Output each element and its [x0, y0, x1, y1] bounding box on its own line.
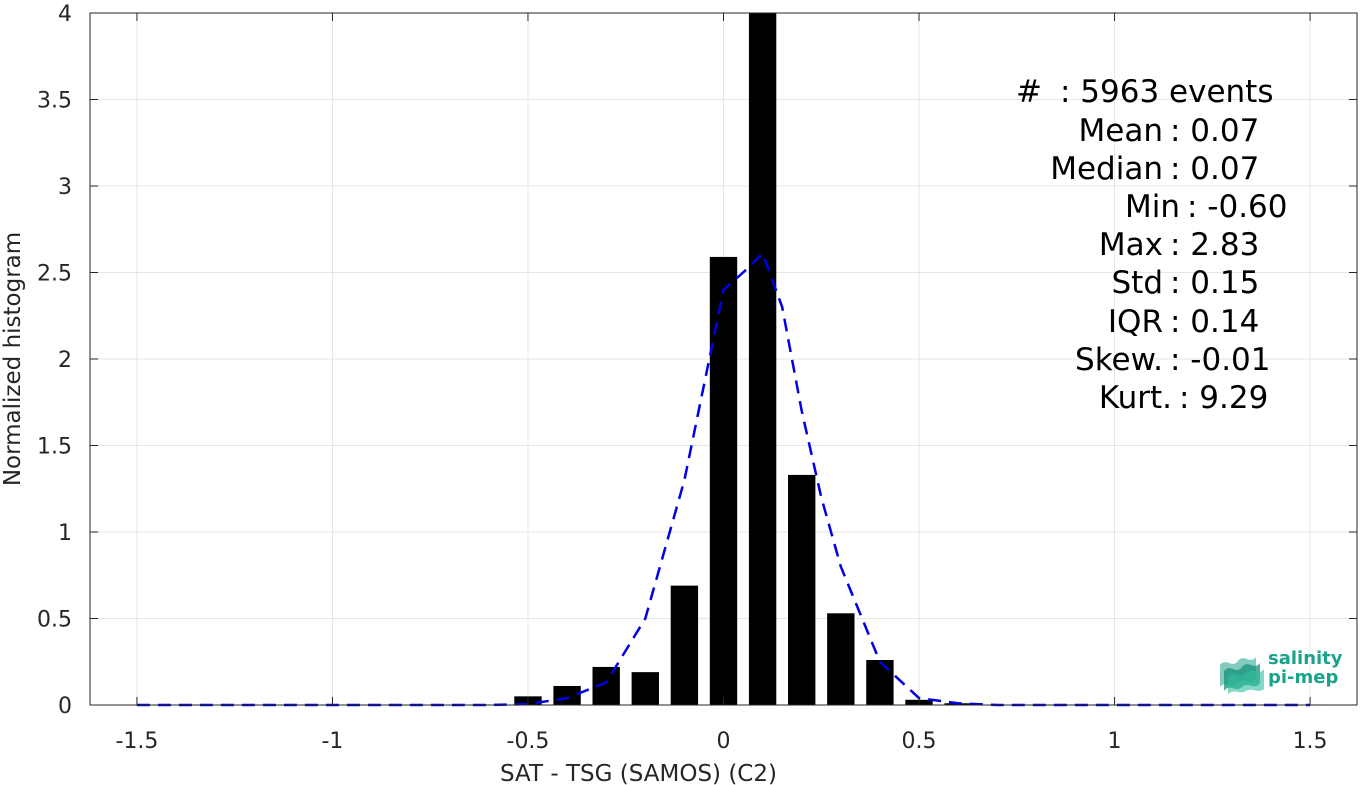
bars	[475, 13, 1324, 705]
stat-value-iqr: : 0.14	[1170, 304, 1259, 340]
y-axis-label: Normalized histogram	[0, 232, 26, 486]
y-tick-label: 0	[58, 694, 72, 719]
x-tick-label: 1	[1108, 729, 1122, 754]
histogram-bar	[553, 685, 581, 705]
stat-value-std: : 0.15	[1170, 265, 1259, 301]
salinity-pi-mep-logo: salinity pi-mep	[1216, 647, 1346, 695]
x-axis-label: SAT - TSG (SAMOS) (C2)	[500, 761, 777, 785]
stat-value-count: : 5963 events	[1060, 74, 1274, 110]
x-tick-label: 1.5	[1293, 729, 1328, 754]
stat-name-iqr: IQR	[1108, 304, 1163, 340]
stat-name-count: #	[1016, 74, 1042, 110]
stat-value-max: : 2.83	[1170, 227, 1259, 263]
logo-line-2: pi-mep	[1268, 667, 1339, 688]
stat-name-min: Min	[1125, 189, 1180, 225]
x-tick-label: 0	[717, 729, 731, 754]
y-tick-label: 1	[58, 521, 72, 546]
stat-name-max: Max	[1099, 227, 1163, 263]
y-tick-label: 2	[58, 348, 72, 373]
fit-line	[136, 251, 1311, 707]
histogram-bar	[827, 613, 855, 705]
histogram-bar	[709, 256, 738, 705]
stat-name-mean: Mean	[1079, 113, 1163, 149]
y-tick-label: 2.5	[37, 262, 72, 287]
x-tick-label: -1.5	[115, 729, 158, 754]
y-axis-ticks: 0 0.5 1 1.5 2 2.5 3 3.5 4	[37, 2, 1357, 719]
stat-name-kurt: Kurt.	[1099, 380, 1172, 416]
histogram-bar	[866, 660, 894, 705]
x-axis-ticks: -1.5 -1 -0.5 0 0.5 1 1.5	[115, 13, 1328, 754]
wave-icon	[1220, 657, 1264, 694]
x-tick-label: 0.5	[902, 729, 937, 754]
stat-value-kurt: : 9.29	[1179, 380, 1268, 416]
histogram-bar	[670, 585, 699, 705]
histogram-bar	[631, 672, 659, 705]
stat-value-skew: : -0.01	[1170, 342, 1271, 378]
y-tick-label: 3.5	[37, 89, 72, 114]
y-tick-label: 0.5	[37, 608, 72, 633]
stats-box: # : 5963 events Mean : 0.07 Median : 0.0…	[1016, 74, 1288, 416]
y-tick-label: 1.5	[37, 435, 72, 460]
y-tick-label: 4	[58, 2, 72, 27]
stat-name-std: Std	[1111, 265, 1163, 301]
x-tick-label: -1	[321, 729, 343, 754]
y-tick-label: 3	[58, 175, 72, 200]
histogram-bar	[748, 13, 777, 705]
stat-value-mean: : 0.07	[1170, 113, 1259, 149]
stat-value-min: : -0.60	[1187, 189, 1288, 225]
stat-name-median: Median	[1050, 151, 1163, 187]
stat-value-median: : 0.07	[1170, 151, 1259, 187]
stat-name-skew: Skew.	[1075, 342, 1163, 378]
histogram-bar	[788, 474, 816, 705]
logo-line-1: salinity	[1268, 648, 1343, 669]
x-tick-label: -0.5	[507, 729, 550, 754]
